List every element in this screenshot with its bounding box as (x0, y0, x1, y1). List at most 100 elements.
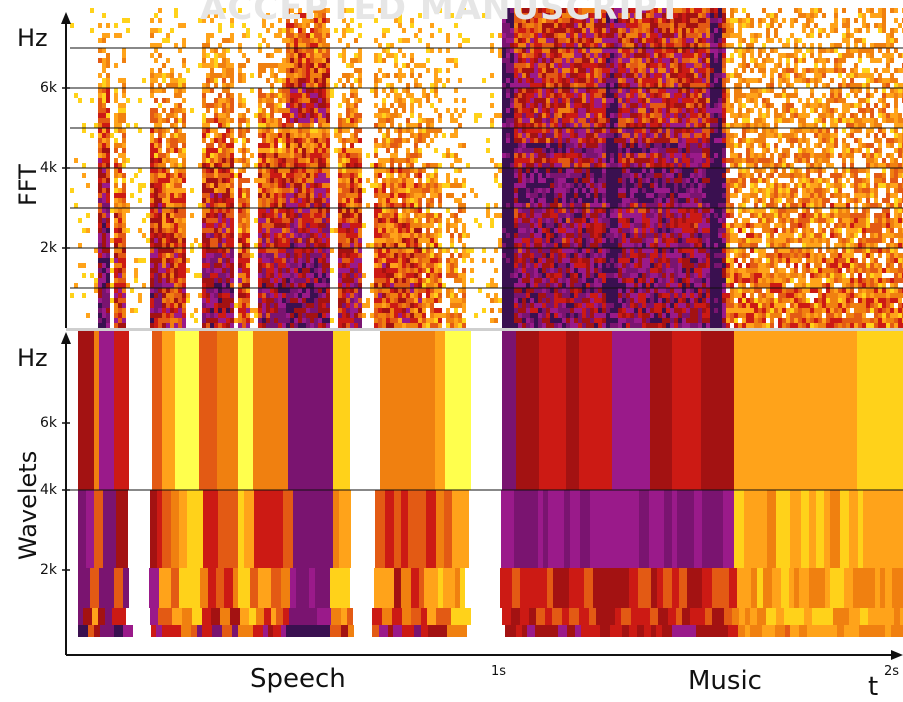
fft-cell (110, 258, 114, 263)
fft-cell (266, 53, 270, 58)
fft-cell (98, 123, 102, 128)
fft-cell (318, 33, 322, 38)
fft-cell (158, 243, 162, 248)
fft-cell (406, 228, 410, 233)
fft-cell (374, 58, 378, 63)
fft-cell (274, 143, 278, 148)
fft-cell (550, 53, 554, 58)
fft-cell (106, 173, 110, 178)
fft-cell (378, 288, 382, 293)
fft-cell (322, 93, 326, 98)
fft-cell (174, 288, 178, 293)
fft-cell (126, 158, 130, 163)
fft-cell (218, 253, 222, 258)
fft-cell (206, 258, 210, 263)
fft-cell (558, 318, 562, 323)
fft-cell (558, 43, 562, 48)
fft-cell (390, 53, 394, 58)
fft-cell (394, 233, 398, 238)
fft-cell (530, 243, 534, 248)
fft-cell (250, 73, 254, 78)
fft-cell (490, 278, 494, 283)
fft-cell (386, 173, 390, 178)
fft-cell (398, 73, 402, 78)
fft-cell (558, 98, 562, 103)
fft-cell (230, 228, 234, 233)
fft-cell (566, 288, 570, 293)
fft-cell (286, 193, 290, 198)
fft-cell (410, 203, 414, 208)
fft-cell (330, 318, 334, 323)
fft-cell (226, 213, 230, 218)
fft-cell (202, 323, 206, 328)
fft-cell (562, 53, 566, 58)
fft-cell (426, 248, 430, 253)
fft-cell (118, 253, 122, 258)
fft-cell (170, 303, 174, 308)
fft-cell (290, 178, 294, 183)
fft-cell (202, 173, 206, 178)
fft-cell (286, 248, 290, 253)
fft-cell (406, 38, 410, 43)
fft-cell (230, 68, 234, 73)
fft-cell (258, 108, 262, 113)
fft-cell (306, 268, 310, 273)
fft-cell (162, 133, 166, 138)
fft-cell (234, 138, 238, 143)
fft-cell (174, 273, 178, 278)
fft-cell (230, 283, 234, 288)
fft-cell (506, 258, 510, 263)
fft-cell (166, 148, 170, 153)
fft-cell (294, 228, 298, 233)
fft-cell (530, 323, 534, 328)
fft-cell (426, 213, 430, 218)
fft-cell (446, 148, 450, 153)
fft-cell (522, 43, 526, 48)
fft-cell (166, 233, 170, 238)
fft-cell (458, 13, 462, 18)
fft-cell (534, 18, 538, 23)
fft-cell (210, 103, 214, 108)
fft-cell (558, 258, 562, 263)
fft-cell (82, 273, 86, 278)
fft-cell (318, 58, 322, 63)
fft-cell (238, 183, 242, 188)
fft-cell (322, 208, 326, 213)
fft-cell (406, 93, 410, 98)
fft-cell (126, 203, 130, 208)
fft-cell (290, 158, 294, 163)
fft-cell (290, 253, 294, 258)
fft-cell (490, 118, 494, 123)
fft-cell (542, 203, 546, 208)
fft-cell (282, 148, 286, 153)
fft-cell (302, 248, 306, 253)
fft-cell (162, 88, 166, 93)
fft-cell (354, 318, 358, 323)
fft-cell (298, 128, 302, 133)
fft-cell (550, 33, 554, 38)
fft-cell (326, 168, 330, 173)
fft-cell (174, 13, 178, 18)
fft-cell (278, 258, 282, 263)
fft-cell (278, 33, 282, 38)
fft-cell (390, 158, 394, 163)
fft-cell (222, 243, 226, 248)
fft-cell (150, 248, 154, 253)
fft-cell (274, 268, 278, 273)
fft-cell (222, 138, 226, 143)
fft-cell (446, 313, 450, 318)
fft-cell (226, 48, 230, 53)
fft-cell (558, 103, 562, 108)
fft-cell (246, 243, 250, 248)
fft-cell (298, 118, 302, 123)
fft-cell (562, 223, 566, 228)
fft-cell (318, 263, 322, 268)
fft-cell (462, 283, 466, 288)
fft-cell (322, 153, 326, 158)
fft-cell (426, 218, 430, 223)
fft-cell (306, 48, 310, 53)
fft-cell (310, 63, 314, 68)
fft-cell (426, 293, 430, 298)
fft-cell (462, 233, 466, 238)
fft-cell (446, 193, 450, 198)
